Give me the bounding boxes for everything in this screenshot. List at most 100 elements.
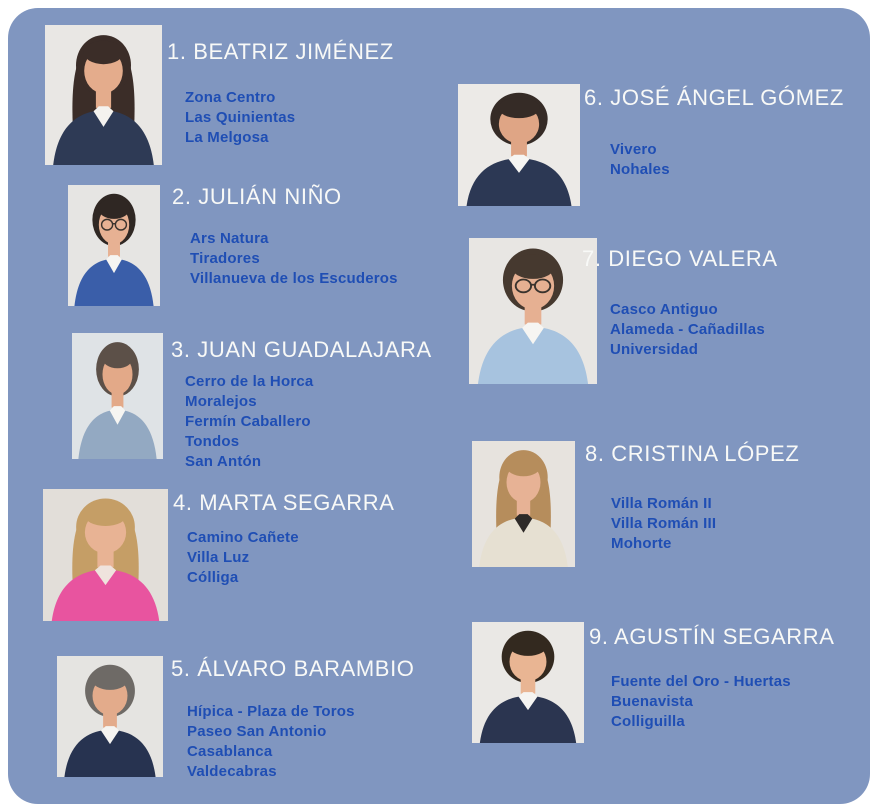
zone-item: Buenavista <box>611 693 694 710</box>
fringe-shape <box>498 97 540 119</box>
zone-item: Villanueva de los Escuderos <box>190 270 398 287</box>
person-photo <box>472 622 584 743</box>
zone-item: Nohales <box>610 161 670 178</box>
zone-item: Casco Antiguo <box>610 301 718 318</box>
fringe-shape <box>84 503 127 526</box>
zone-item: Moralejos <box>185 393 257 410</box>
zone-item: Fuente del Oro - Huertas <box>611 673 791 690</box>
zone-item: Villa Román III <box>611 515 717 532</box>
zone-list: Casco Antiguo Alameda - Cañadillas Unive… <box>610 300 765 360</box>
zone-item: Valdecabras <box>187 763 277 780</box>
suit-shape <box>78 409 157 459</box>
zone-item: Ars Natura <box>190 230 269 247</box>
fringe-shape <box>91 669 129 690</box>
person-name: 6. JOSÉ ÁNGEL GÓMEZ <box>584 85 844 110</box>
person-photo <box>472 441 575 567</box>
suit-shape <box>64 729 156 777</box>
person-photo <box>43 489 168 621</box>
person-photo <box>68 185 160 306</box>
headshot-illustration <box>57 656 163 777</box>
zone-list: Zona Centro Las Quinientas La Melgosa <box>185 88 295 148</box>
neck-shape <box>111 391 124 408</box>
zone-list: Vivero Nohales <box>610 140 670 180</box>
person-photo <box>72 333 163 459</box>
fringe-shape <box>83 40 124 65</box>
zone-item: Vivero <box>610 141 657 158</box>
fringe-shape <box>511 254 555 279</box>
suit-shape <box>51 569 160 621</box>
headshot-illustration <box>472 441 575 567</box>
fringe-shape <box>505 455 542 477</box>
zone-item: Cólliga <box>187 569 239 586</box>
glasses-icon <box>100 218 128 231</box>
person-photo <box>458 84 580 206</box>
shirt-shape <box>522 322 544 345</box>
shirt-shape <box>508 154 530 173</box>
zone-item: Camino Cañete <box>187 529 299 546</box>
headshot-illustration <box>469 238 597 384</box>
zone-list: Villa Román II Villa Román III Mohorte <box>611 494 716 554</box>
person-name: 1. BEATRIZ JIMÉNEZ <box>167 39 394 64</box>
suit-shape <box>466 158 572 206</box>
suit-shape <box>479 695 577 743</box>
zone-item: San Antón <box>185 453 262 470</box>
person-name: 8. CRISTINA LÓPEZ <box>585 441 800 466</box>
person-name: 4. MARTA SEGARRA <box>173 490 395 515</box>
zone-item: Paseo San Antonio <box>187 723 327 740</box>
zone-item: Alameda - Cañadillas <box>610 321 765 338</box>
zone-item: Hípica - Plaza de Toros <box>187 703 355 720</box>
candidates-poster-card: 1. BEATRIZ JIMÉNEZ Zona Centro Las Quini… <box>8 8 870 804</box>
zone-item: Casablanca <box>187 743 273 760</box>
headshot-illustration <box>43 489 168 621</box>
shirt-shape <box>109 406 126 425</box>
suit-shape <box>479 517 568 567</box>
shirt-shape <box>100 726 120 745</box>
person-photo <box>469 238 597 384</box>
neck-shape <box>524 305 542 325</box>
zone-list: Camino Cañete Villa Luz Cólliga <box>187 528 299 588</box>
zone-item: Las Quinientas <box>185 109 296 126</box>
fringe-shape <box>98 198 130 219</box>
person-photo <box>45 25 162 165</box>
suit-shape <box>74 258 154 306</box>
person-name: 7. DIEGO VALERA <box>582 246 778 271</box>
neck-shape <box>97 550 114 568</box>
zone-list: Hípica - Plaza de Toros Paseo San Antoni… <box>187 702 355 782</box>
person-name: 2. JULIÁN NIÑO <box>172 184 342 209</box>
zone-item: Zona Centro <box>185 89 276 106</box>
suit-shape <box>477 326 589 384</box>
zone-item: Colliguilla <box>611 713 685 730</box>
zone-item: Tondos <box>185 433 240 450</box>
zone-item: Universidad <box>610 341 699 358</box>
zone-item: Villa Román II <box>611 495 712 512</box>
person-photo <box>57 656 163 777</box>
zone-item: Villa Luz <box>187 549 250 566</box>
headshot-illustration <box>72 333 163 459</box>
headshot-illustration <box>45 25 162 165</box>
neck-shape <box>516 499 531 516</box>
neck-shape <box>103 712 117 728</box>
person-name: 3. JUAN GUADALAJARA <box>171 337 432 362</box>
neck-shape <box>511 140 527 157</box>
shirt-shape <box>93 106 114 127</box>
shirt-shape <box>94 565 117 586</box>
zone-list: Cerro de la Horca Moralejos Fermín Cabal… <box>185 372 313 472</box>
zone-item: Tiradores <box>190 250 260 267</box>
zone-item: Fermín Caballero <box>185 413 311 430</box>
zone-list: Fuente del Oro - Huertas Buenavista Coll… <box>611 672 791 732</box>
zone-list: Ars Natura Tiradores Villanueva de los E… <box>190 229 398 289</box>
fringe-shape <box>508 635 548 656</box>
suit-shape <box>53 110 154 165</box>
shirt-shape <box>518 692 538 711</box>
zone-item: La Melgosa <box>185 129 269 146</box>
zone-item: Cerro de la Horca <box>185 373 314 390</box>
neck-shape <box>108 241 120 257</box>
shirt-shape <box>106 255 122 274</box>
glasses-icon <box>514 278 552 294</box>
shirt-shape <box>514 514 533 533</box>
headshot-illustration <box>458 84 580 206</box>
zone-item: Mohorte <box>611 535 672 552</box>
person-name: 9. AGUSTÍN SEGARRA <box>589 624 835 649</box>
headshot-illustration <box>68 185 160 306</box>
neck-shape <box>95 89 112 108</box>
